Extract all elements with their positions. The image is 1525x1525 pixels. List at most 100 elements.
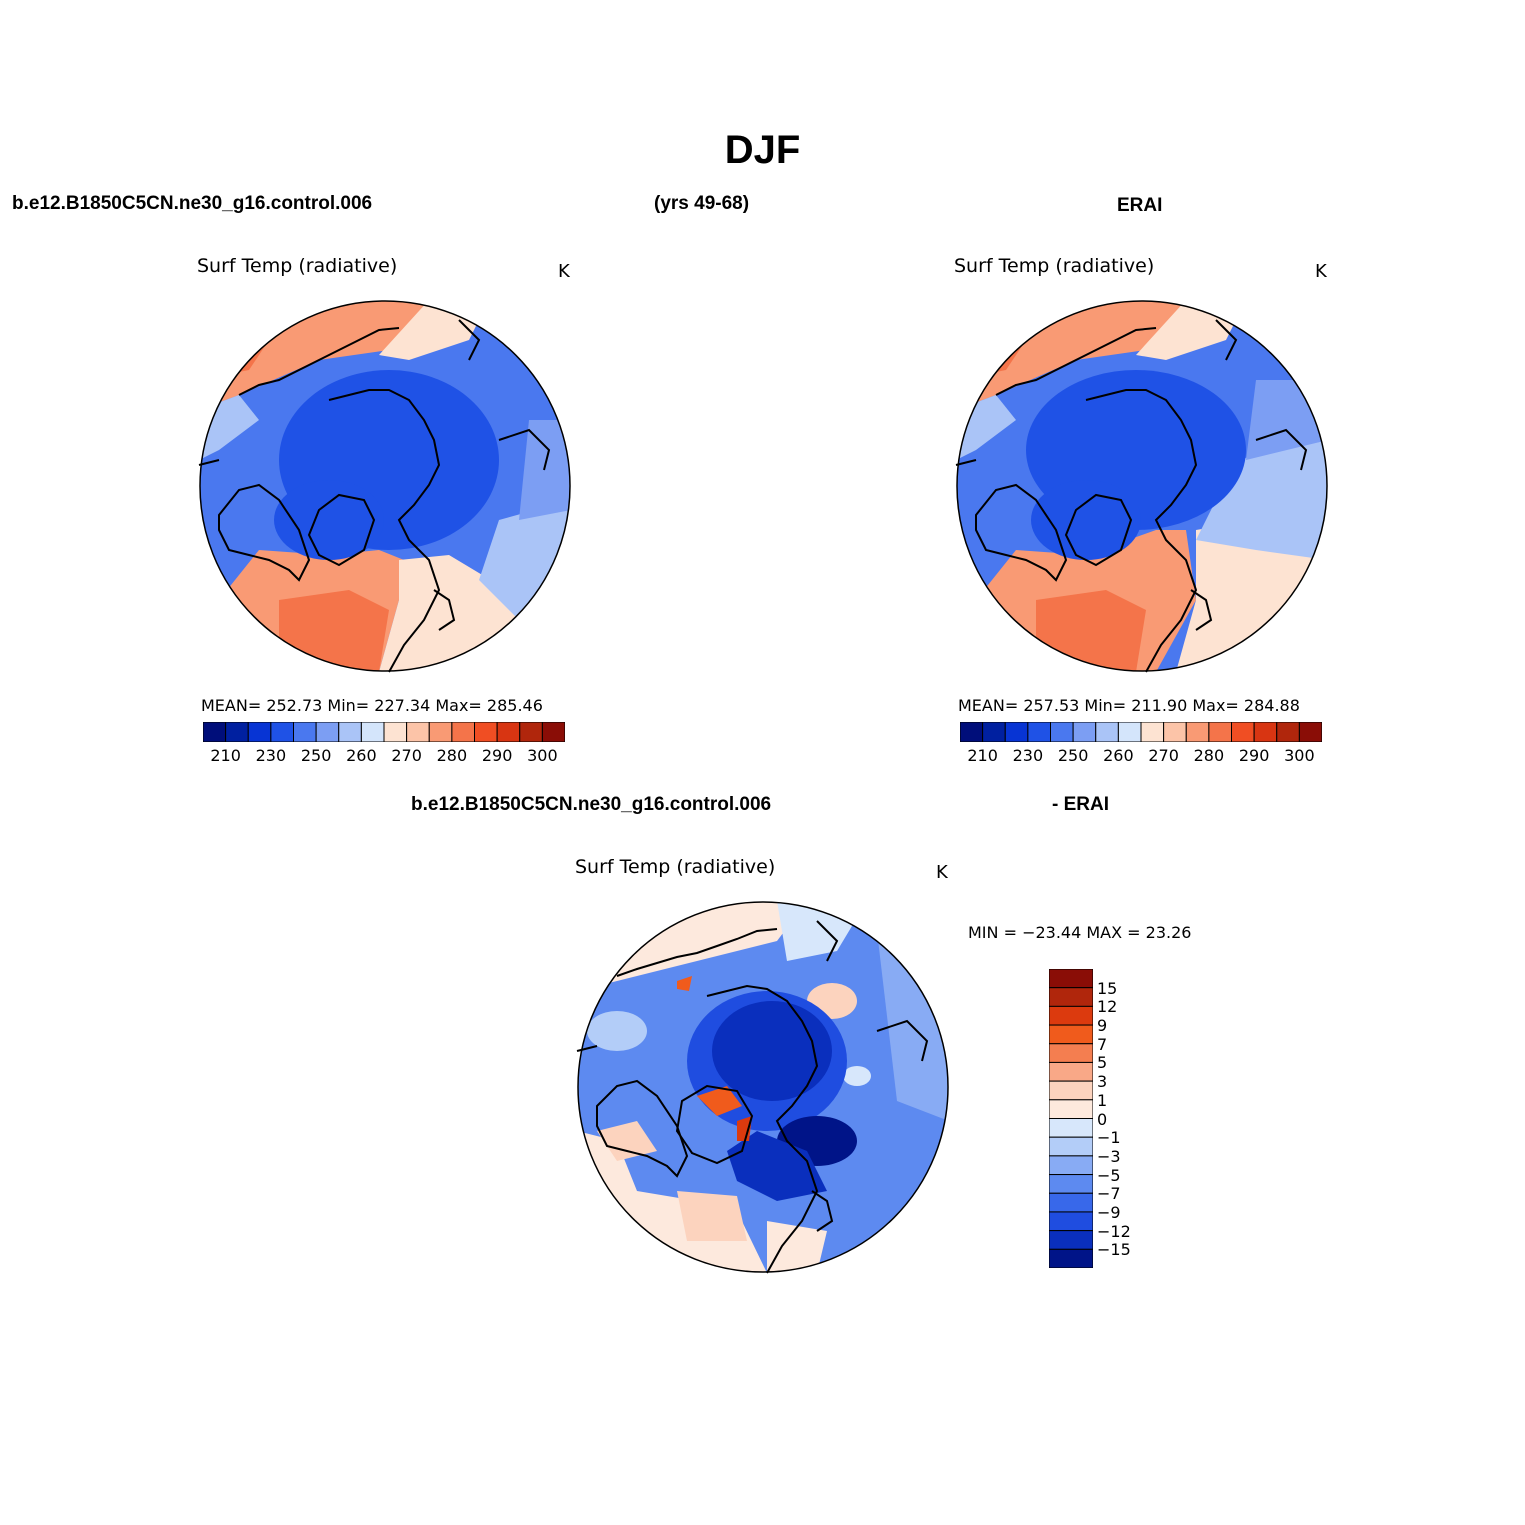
colorbar-swatch (270, 722, 294, 742)
colorbar-tick-label: 12 (1097, 997, 1118, 1017)
colorbar-swatch (1049, 987, 1093, 1007)
diff-panel-stats: MIN = −23.44 MAX = 23.26 (968, 923, 1192, 942)
colorbar-swatch (1027, 722, 1051, 742)
colorbar-swatch (1049, 1061, 1093, 1082)
colorbar-swatch (1049, 1248, 1093, 1268)
colorbar-tick-label: 1 (1097, 1090, 1108, 1110)
colorbar-tick-label: 270 (1148, 746, 1179, 765)
years-label: (yrs 49-68) (654, 193, 750, 214)
colorbar-swatch (428, 722, 453, 742)
colorbar-tick-label: 5 (1097, 1053, 1108, 1073)
colorbar-tick-label: 230 (1012, 746, 1044, 765)
colorbar-tick-label: −9 (1097, 1202, 1121, 1222)
colorbar-swatch (451, 722, 475, 742)
obs-panel-stats: MEAN= 257.53 Min= 211.90 Max= 284.88 (958, 696, 1300, 715)
colorbar-tick-label: 270 (391, 746, 422, 765)
obs-name-label: ERAI (1117, 195, 1163, 216)
colorbar-tick-label: −12 (1097, 1221, 1131, 1241)
diff-colorbar (1049, 969, 1093, 1268)
obs-panel-title: Surf Temp (radiative) (954, 255, 1155, 277)
model-panel-stats: MEAN= 252.73 Min= 227.34 Max= 285.46 (201, 696, 543, 715)
model-polar-map (198, 300, 571, 673)
colorbar-tick-label: −3 (1097, 1146, 1121, 1166)
colorbar-swatch (1004, 722, 1029, 742)
model-panel-units: K (558, 261, 570, 282)
colorbar-tick-label: 300 (1284, 746, 1315, 765)
colorbar-tick-label: 230 (255, 746, 287, 765)
colorbar-swatch (203, 722, 227, 742)
colorbar-swatch (1049, 1174, 1093, 1194)
colorbar-swatch (541, 722, 565, 742)
colorbar-tick-label: 7 (1097, 1034, 1108, 1054)
colorbar-swatch (247, 722, 272, 742)
colorbar-tick-label: 210 (967, 746, 998, 765)
colorbar-swatch (1049, 1024, 1093, 1045)
obs-colorbar (960, 722, 1322, 742)
colorbar-tick-label: 250 (1057, 746, 1089, 765)
colorbar-swatch (1117, 722, 1142, 742)
colorbar-swatch (1049, 1136, 1093, 1157)
colorbar-swatch (1049, 1192, 1093, 1213)
colorbar-swatch (519, 722, 543, 742)
colorbar-tick-label: 250 (300, 746, 332, 765)
colorbar-swatch (1072, 722, 1097, 742)
colorbar-swatch (293, 722, 317, 742)
figure-title: DJF (724, 128, 801, 172)
colorbar-tick-label: 3 (1097, 1072, 1108, 1092)
model-colorbar (203, 722, 565, 742)
colorbar-swatch (1298, 722, 1322, 742)
colorbar-swatch (1185, 722, 1210, 742)
colorbar-swatch (1049, 1211, 1093, 1232)
colorbar-tick-label: −5 (1097, 1165, 1121, 1185)
obs-colorbar-ticks: 210 230 250 260 270 280 290 300 (960, 746, 1322, 766)
colorbar-swatch (315, 722, 340, 742)
colorbar-swatch (1231, 722, 1255, 742)
case-name-label: b.e12.B1850C5CN.ne30_g16.control.006 (12, 193, 373, 214)
colorbar-swatch (406, 722, 430, 742)
diff-suffix-label: - ERAI (1052, 794, 1109, 815)
colorbar-tick-label: −15 (1097, 1240, 1131, 1260)
colorbar-tick-label: 280 (1193, 746, 1225, 765)
colorbar-tick-label: 210 (210, 746, 241, 765)
colorbar-tick-label: 15 (1097, 978, 1118, 998)
colorbar-swatch (1049, 1230, 1093, 1250)
obs-panel-units: K (1315, 261, 1327, 282)
colorbar-swatch (1049, 1005, 1093, 1026)
colorbar-swatch (1049, 1155, 1093, 1176)
colorbar-tick-label: 260 (1103, 746, 1134, 765)
model-panel-title: Surf Temp (radiative) (197, 255, 398, 277)
colorbar-swatch (982, 722, 1006, 742)
colorbar-swatch (496, 722, 521, 742)
colorbar-swatch (360, 722, 385, 742)
colorbar-swatch (1208, 722, 1232, 742)
diff-case-name-label: b.e12.B1850C5CN.ne30_g16.control.006 (411, 794, 772, 815)
colorbar-tick-label: −7 (1097, 1184, 1121, 1204)
colorbar-swatch (474, 722, 498, 742)
colorbar-tick-label: 9 (1097, 1016, 1108, 1036)
colorbar-tick-label: 300 (527, 746, 558, 765)
colorbar-swatch (1049, 1099, 1093, 1119)
colorbar-tick-label: 0 (1097, 1109, 1108, 1129)
colorbar-swatch (1050, 722, 1074, 742)
colorbar-tick-label: 280 (436, 746, 468, 765)
colorbar-swatch (1049, 1080, 1093, 1101)
colorbar-swatch (225, 722, 249, 742)
colorbar-swatch (383, 722, 408, 742)
diff-panel-units: K (936, 862, 948, 883)
colorbar-swatch (960, 722, 984, 742)
colorbar-swatch (1276, 722, 1300, 742)
colorbar-swatch (1163, 722, 1187, 742)
colorbar-swatch (1095, 722, 1119, 742)
colorbar-swatch (1049, 1043, 1093, 1063)
colorbar-swatch (1049, 1118, 1093, 1138)
colorbar-swatch (1253, 722, 1278, 742)
colorbar-tick-label: 290 (481, 746, 513, 765)
colorbar-tick-label: 290 (1238, 746, 1270, 765)
colorbar-swatch (338, 722, 362, 742)
diff-polar-map (576, 901, 949, 1274)
colorbar-tick-label: −1 (1097, 1128, 1121, 1148)
colorbar-swatch (1049, 969, 1093, 989)
colorbar-swatch (1140, 722, 1165, 742)
obs-polar-map (955, 300, 1328, 673)
